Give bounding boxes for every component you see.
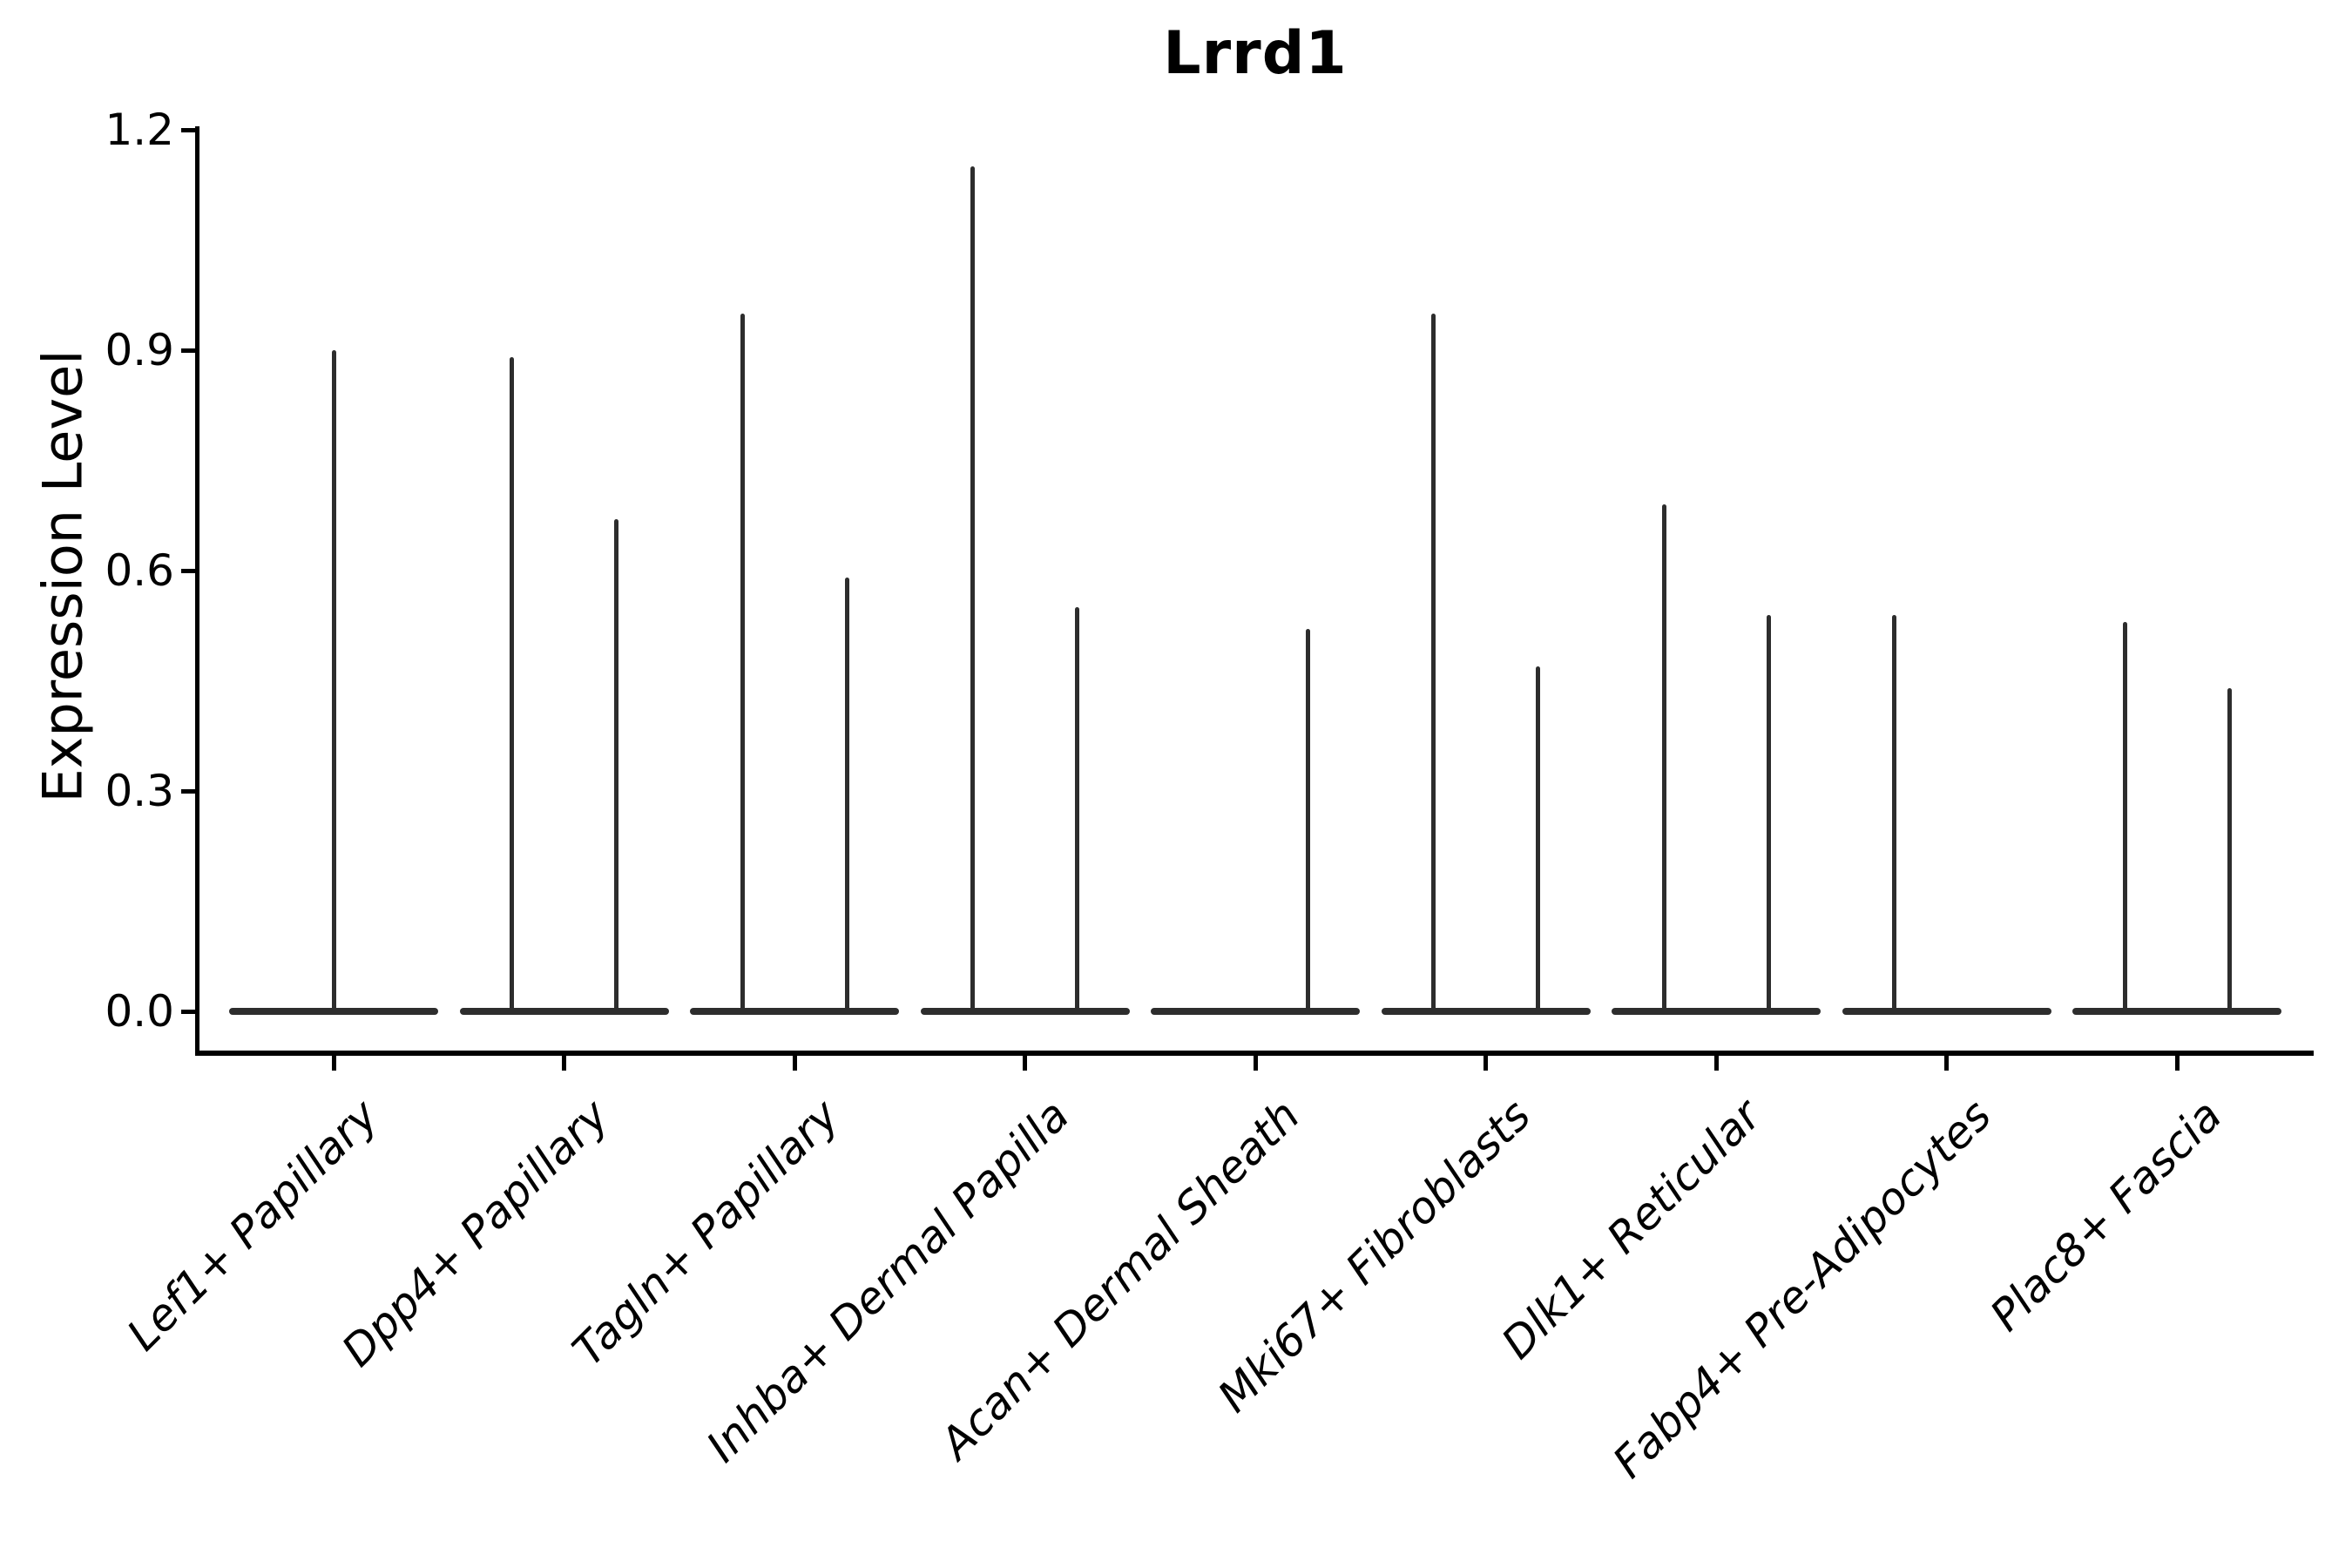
y-tick-mark xyxy=(181,1009,195,1014)
violin-base xyxy=(1842,1008,2051,1015)
x-tick-mark xyxy=(1944,1056,1949,1071)
y-tick-label: 0.9 xyxy=(105,325,174,376)
violin-base xyxy=(1381,1008,1591,1015)
violin-spike xyxy=(1305,629,1310,1014)
plot-title: Lrrd1 xyxy=(1163,19,1348,88)
violin-spike xyxy=(1766,614,1771,1014)
violin-spike xyxy=(1536,666,1540,1014)
violin-spike xyxy=(1075,607,1079,1014)
violin-base xyxy=(690,1008,899,1015)
violin-base xyxy=(1151,1008,1360,1015)
violin-spike xyxy=(1661,504,1666,1014)
x-tick-mark xyxy=(331,1056,336,1071)
y-tick-label: 0.0 xyxy=(105,986,174,1037)
x-tick-mark xyxy=(1713,1056,1719,1071)
violin-spike xyxy=(614,518,618,1014)
x-tick-label: Plac8+ Fascia xyxy=(1980,1090,2232,1342)
violin-base xyxy=(2072,1008,2281,1015)
x-tick-mark xyxy=(1023,1056,1027,1071)
violin-spike xyxy=(844,578,849,1014)
x-tick-mark xyxy=(1253,1056,1258,1071)
y-tick-mark xyxy=(181,568,195,573)
violin-spike xyxy=(1892,614,1896,1014)
violin-spike xyxy=(510,357,514,1014)
violin-spike xyxy=(1431,313,1436,1014)
violin-spike xyxy=(2227,687,2232,1014)
x-tick-mark xyxy=(2174,1056,2180,1071)
y-tick-label: 0.3 xyxy=(105,766,174,816)
violin-spike xyxy=(331,350,336,1014)
violin-base xyxy=(459,1008,669,1015)
violin-spike xyxy=(740,313,745,1014)
y-tick-label: 1.2 xyxy=(105,105,174,156)
x-tick-label: Lef1+ Papillary xyxy=(118,1090,389,1361)
y-tick-mark xyxy=(181,348,195,353)
y-tick-mark xyxy=(181,127,195,132)
x-tick-label: Fabp4+ Pre-Adipocytes xyxy=(1603,1090,2001,1488)
y-tick-label: 0.6 xyxy=(105,545,174,597)
x-tick-mark xyxy=(792,1056,797,1071)
violin-spike xyxy=(2122,622,2127,1014)
x-axis-spine xyxy=(195,1051,2314,1056)
violin-base xyxy=(920,1008,1130,1015)
x-tick-mark xyxy=(1484,1056,1488,1071)
x-tick-mark xyxy=(562,1056,566,1071)
y-tick-mark xyxy=(181,788,195,794)
y-axis-spine xyxy=(195,126,199,1055)
violin-spike xyxy=(970,166,975,1014)
violin-base xyxy=(1612,1008,1821,1015)
